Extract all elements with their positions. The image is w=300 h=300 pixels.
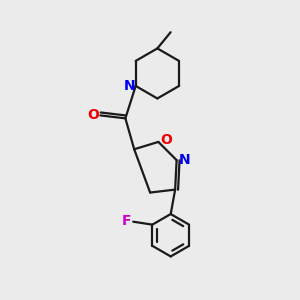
Text: O: O xyxy=(87,108,99,122)
Text: N: N xyxy=(179,153,191,167)
Text: N: N xyxy=(123,79,135,93)
Text: O: O xyxy=(161,134,172,147)
Text: F: F xyxy=(122,214,131,228)
